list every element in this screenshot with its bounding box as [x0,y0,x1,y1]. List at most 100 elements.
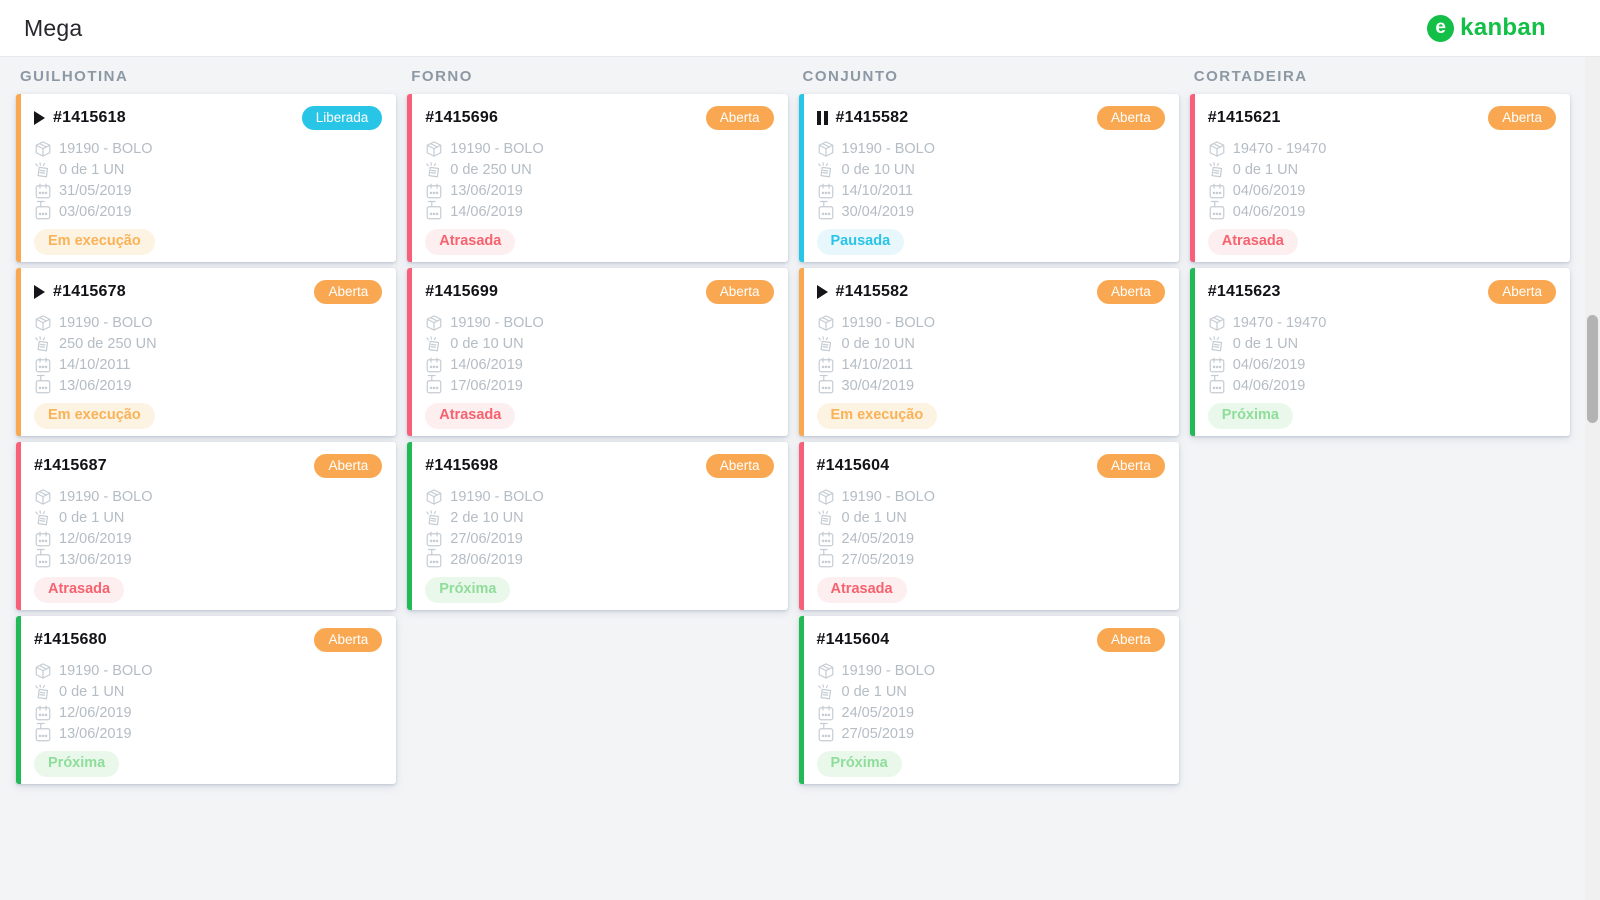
product-row: 19190 - BOLO [34,138,382,159]
card-start-date: 31/05/2019 [59,182,132,199]
card-end-date: 13/06/2019 [59,551,132,568]
package-icon [1209,314,1225,331]
card-status: Em execução [816,403,938,429]
card[interactable]: #1415582 Aberta 19190 - BOLO [798,94,1179,262]
board-columns: GUILHOTINA #1415618 Liberada 19190 - BOL… [16,66,1570,784]
start-date-row: 24/05/2019 [817,702,1165,723]
card-header: #1415678 Aberta [34,279,383,305]
card-product: 19190 - BOLO [59,662,153,679]
card-header: #1415699 Aberta [425,279,774,305]
card-status: Atrasada [816,577,907,603]
card-status-badge: Aberta [314,627,383,653]
card-status-badge: Aberta [1488,105,1556,131]
card-status-badge: Aberta [1096,453,1165,479]
quantity-row: 0 de 1 UN [817,681,1165,702]
calendar-end-icon [35,374,51,393]
card-list: #1415621 Aberta 19470 - 19470 [1189,94,1570,436]
calendar-start-icon [35,705,51,720]
card-id: #1415604 [816,457,890,474]
package-icon [818,314,833,331]
card-start-date: 12/06/2019 [59,530,132,547]
calendar-start-icon [818,705,833,720]
end-date-row: 13/06/2019 [34,374,382,396]
package-icon [35,662,51,679]
calendar-end-icon [426,548,442,567]
calendar-end-icon [818,548,833,567]
calendar-end-icon [426,200,442,219]
card-product: 19190 - BOLO [841,488,936,505]
card-details: 19190 - BOLO 0 de 1 UN [34,138,382,222]
card-product: 19190 - BOLO [59,314,153,331]
card[interactable]: #1415698 Aberta 19190 - BOLO [407,442,788,610]
card-start-date: 04/06/2019 [1232,182,1306,199]
end-date-row: 27/05/2019 [817,548,1165,570]
calendar-end-icon [426,374,442,393]
pause-icon [816,111,828,125]
card[interactable]: #1415678 Aberta 19190 - BOLO [16,268,397,436]
start-date-row: 14/10/2011 [817,180,1165,201]
calendar-start-icon [426,531,442,546]
end-date-row: 14/06/2019 [425,200,773,222]
card-id: #1415582 [835,283,909,300]
card-start-date: 14/10/2011 [841,356,914,373]
card-start-date: 24/05/2019 [841,530,915,547]
production-count-icon [426,335,440,351]
card-end-date: 30/04/2019 [841,203,915,220]
start-date-row: 14/06/2019 [425,354,773,375]
card-status-badge: Aberta [705,105,774,131]
card-start-date: 24/05/2019 [841,704,915,721]
card-end-date: 28/06/2019 [450,551,523,568]
vertical-scrollbar-track[interactable] [1585,57,1600,900]
card-product: 19190 - BOLO [841,662,936,679]
card-id: #1415623 [1207,283,1281,300]
card-quantity: 0 de 1 UN [841,683,907,700]
app-logo: e kanban [1427,14,1546,42]
card-id: #1415621 [1207,109,1281,126]
card-header: #1415618 Liberada [34,105,383,131]
card[interactable]: #1415699 Aberta 19190 - BOLO [407,268,788,436]
production-count-icon [426,161,440,177]
package-icon [35,314,51,331]
card[interactable]: #1415621 Aberta 19470 - 19470 [1189,94,1570,262]
column-title-guilhotina: GUILHOTINA [20,68,129,85]
card-end-date: 27/05/2019 [841,725,915,742]
card[interactable]: #1415604 Aberta 19190 - BOLO [798,442,1179,610]
calendar-end-icon [35,200,51,219]
card[interactable]: #1415582 Aberta 19190 - BOLO [798,268,1179,436]
calendar-end-icon [35,548,51,567]
card-quantity: 0 de 1 UN [841,509,907,526]
card[interactable]: #1415604 Aberta 19190 - BOLO [798,616,1179,784]
package-icon [426,488,442,505]
card-list: #1415696 Aberta 19190 - BOLO [407,94,788,610]
card-status: Em execução [34,403,155,429]
card[interactable]: #1415618 Liberada 19190 - BOLO [16,94,397,262]
card[interactable]: #1415623 Aberta 19470 - 19470 [1189,268,1570,436]
card[interactable]: #1415687 Aberta 19190 - BOLO [16,442,397,610]
card-details: 19190 - BOLO 0 de 1 UN [34,486,382,570]
card-product: 19190 - BOLO [59,140,153,157]
card-end-date: 13/06/2019 [59,377,132,394]
start-date-row: 27/06/2019 [425,528,773,549]
package-icon [818,488,833,505]
card-id: #1415604 [816,631,890,648]
card-header: #1415582 Aberta [816,105,1165,131]
card-quantity: 0 de 1 UN [59,509,125,526]
card-details: 19190 - BOLO 0 de 10 UN [425,312,773,396]
product-row: 19190 - BOLO [34,312,382,333]
vertical-scrollbar-thumb[interactable] [1587,315,1598,423]
calendar-end-icon [818,722,833,741]
product-row: 19190 - BOLO [817,660,1165,681]
card-id: #1415680 [34,631,107,648]
card-quantity: 2 de 10 UN [450,509,524,526]
card-quantity: 0 de 1 UN [59,161,125,178]
quantity-row: 0 de 250 UN [425,159,773,180]
start-date-row: 31/05/2019 [34,180,382,201]
card[interactable]: #1415696 Aberta 19190 - BOLO [407,94,788,262]
card-product: 19190 - BOLO [450,140,544,157]
page-title: Mega [24,14,83,41]
card[interactable]: #1415680 Aberta 19190 - BOLO [16,616,397,784]
start-date-row: 12/06/2019 [34,702,382,723]
card-quantity: 0 de 10 UN [841,161,915,178]
card-end-date: 17/06/2019 [450,377,523,394]
card-quantity: 0 de 250 UN [450,161,532,178]
